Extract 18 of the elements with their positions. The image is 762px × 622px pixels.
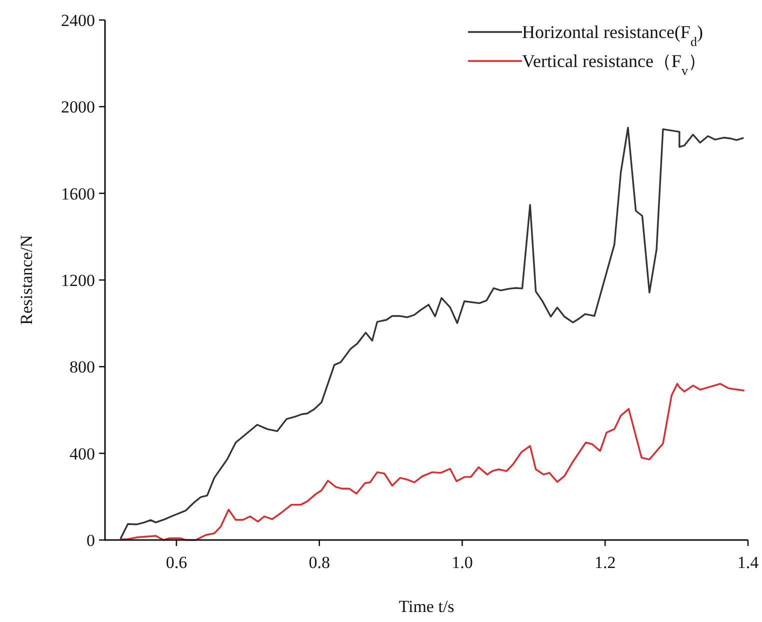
y-tick-label: 800	[70, 358, 95, 377]
y-tick-label: 2400	[61, 11, 95, 30]
x-tick-label: 1.0	[452, 553, 473, 572]
y-tick-label: 1600	[61, 184, 95, 204]
y-tick-label: 0	[86, 531, 95, 550]
y-tick-label: 1200	[61, 271, 95, 290]
y-tick-label: 2000	[61, 98, 95, 117]
legend-label: Vertical resistance（F$_{v}$）	[522, 51, 706, 78]
legend-item: Horizontal resistance(F$_{d}$)	[468, 22, 703, 48]
x-tick-label: 0.6	[166, 553, 188, 572]
x-tick-label: 0.8	[308, 553, 330, 572]
y-tick-label: 400	[70, 444, 95, 464]
legend-item: Vertical resistance（F$_{v}$）	[468, 51, 706, 78]
legend-label: Horizontal resistance(F$_{d}$)	[522, 22, 703, 48]
y-axis-title: Resistance/N	[17, 235, 36, 325]
x-tick-label: 1.2	[594, 553, 616, 572]
x-tick-label: 1.4	[737, 553, 760, 572]
x-axis-title: Time t/s	[398, 597, 454, 616]
